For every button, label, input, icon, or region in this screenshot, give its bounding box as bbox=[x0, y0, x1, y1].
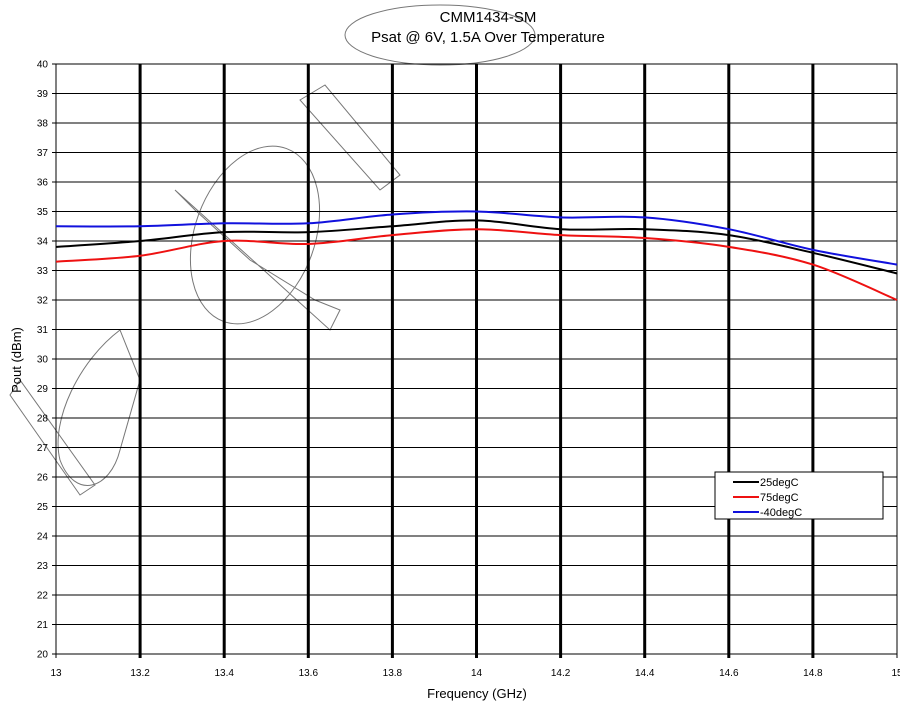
plot-grid bbox=[52, 63, 898, 658]
y-axis-label: Pout (dBm) bbox=[9, 327, 24, 393]
x-tick-labels: 13 13.2 13.4 13.6 13.8 14 14.2 14.4 14.6 14.8 15 bbox=[50, 668, 900, 679]
x-axis-label: Frequency (GHz) bbox=[427, 686, 527, 701]
chart-title: CMM1434-SM bbox=[440, 9, 537, 26]
legend-label-25degc: 25degC bbox=[760, 477, 799, 489]
legend-label-75degc: 75degC bbox=[760, 492, 799, 504]
x-tick-label: 15 bbox=[891, 668, 900, 679]
y-tick-label: 25 bbox=[37, 502, 49, 513]
y-tick-label: 32 bbox=[37, 296, 49, 307]
y-tick-label: 29 bbox=[37, 384, 49, 395]
watermark bbox=[9, 4, 536, 496]
x-tick-label: 14.2 bbox=[551, 668, 571, 679]
x-tick-label: 14.6 bbox=[719, 668, 739, 679]
series-line-75degc bbox=[55, 228, 898, 301]
y-tick-labels: 20 21 22 23 24 25 26 27 28 29 30 31 32 33 34 35 36 37 38 39… bbox=[37, 60, 49, 661]
x-tick-label: 14.8 bbox=[803, 668, 823, 679]
y-tick-label: 40 bbox=[37, 60, 49, 71]
x-tick-label: 13 bbox=[50, 668, 62, 679]
y-tick-label: 35 bbox=[37, 207, 49, 218]
y-tick-label: 31 bbox=[37, 325, 49, 336]
y-tick-label: 36 bbox=[37, 178, 49, 189]
series-line-40degc bbox=[55, 210, 898, 266]
y-tick-label: 28 bbox=[37, 414, 49, 425]
x-tick-label: 13.8 bbox=[383, 668, 403, 679]
y-tick-label: 37 bbox=[37, 148, 49, 159]
y-tick-label: 24 bbox=[37, 532, 49, 543]
y-tick-label: 23 bbox=[37, 561, 49, 572]
legend: 25degC 75degC -40degC bbox=[714, 471, 884, 520]
y-tick-label: 27 bbox=[37, 443, 49, 454]
y-tick-label: 30 bbox=[37, 355, 49, 366]
y-tick-label: 39 bbox=[37, 89, 49, 100]
y-tick-label: 20 bbox=[37, 650, 49, 661]
y-tick-label: 38 bbox=[37, 119, 49, 130]
x-tick-label: 13.2 bbox=[130, 668, 150, 679]
y-tick-label: 26 bbox=[37, 473, 49, 484]
y-tick-label: 33 bbox=[37, 266, 49, 277]
x-tick-label: 14 bbox=[471, 668, 483, 679]
y-tick-label: 21 bbox=[37, 620, 49, 631]
x-tick-label: 14.4 bbox=[635, 668, 655, 679]
chart-subtitle: Psat @ 6V, 1.5A Over Temperature bbox=[371, 29, 605, 46]
x-tick-label: 13.6 bbox=[299, 668, 319, 679]
series-lines bbox=[55, 210, 898, 301]
legend-label-40degc: -40degC bbox=[760, 507, 802, 519]
x-tick-label: 13.4 bbox=[214, 668, 234, 679]
y-tick-label: 34 bbox=[37, 237, 49, 248]
y-tick-label: 22 bbox=[37, 591, 49, 602]
series-line-25degc bbox=[55, 219, 898, 275]
